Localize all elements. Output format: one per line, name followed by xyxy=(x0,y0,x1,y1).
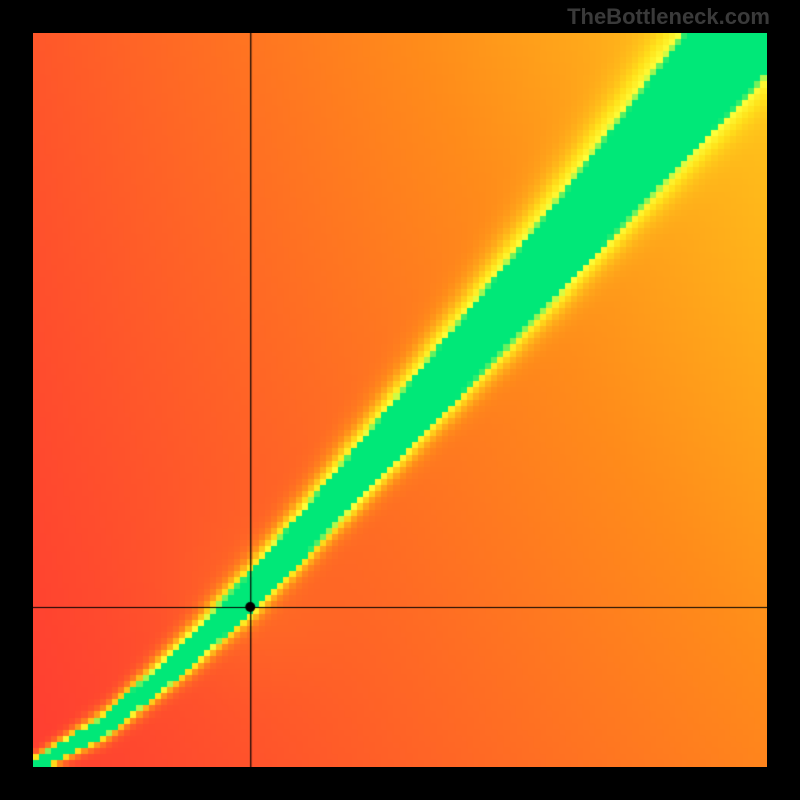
watermark-text: TheBottleneck.com xyxy=(567,4,770,30)
bottleneck-heatmap xyxy=(33,33,767,767)
chart-container: TheBottleneck.com xyxy=(0,0,800,800)
